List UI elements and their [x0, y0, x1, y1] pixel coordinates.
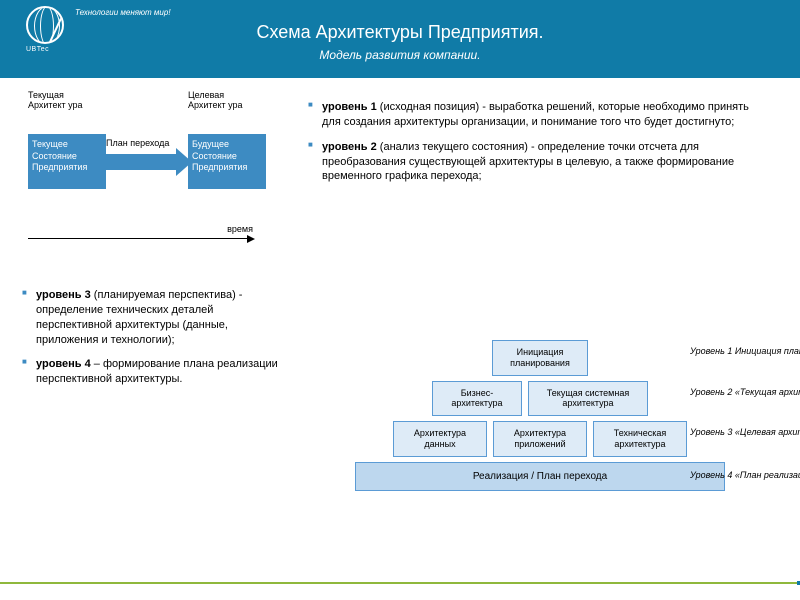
pyramid-row-2: Бизнес-архитектура Текущая системная арх…: [305, 381, 775, 417]
list-item: уровень 1 (исходная позиция) - выработка…: [322, 100, 763, 130]
current-arch-label: Текущая Архитект ура: [28, 90, 98, 110]
bullet-text: (исходная позиция) - выработка решений, …: [322, 101, 749, 128]
logo-text: UBTec: [26, 46, 76, 53]
bullet-bold: уровень 1: [322, 101, 377, 113]
footer-divider: [0, 582, 800, 584]
pyramid-row-label: Уровень 2 «Текущая архитектура»: [690, 387, 800, 397]
globe-icon: [26, 6, 64, 44]
pyramid-box: Техническая архитектура: [593, 421, 687, 457]
pyramid-floor: Реализация / План перехода: [355, 462, 725, 491]
time-label: время: [227, 224, 253, 234]
bullet-bold: уровень 3: [36, 289, 91, 301]
time-axis: время: [28, 238, 248, 260]
pyramid-diagram: Инициация планирования Уровень 1 Инициац…: [305, 340, 775, 496]
bullet-bold: уровень 2: [322, 141, 377, 153]
list-item: уровень 4 – формирование плана реализаци…: [36, 357, 284, 387]
bullet-text: (анализ текущего состояния) - определени…: [322, 141, 734, 183]
transition-arrow: План перехода: [106, 154, 176, 170]
page-subtitle: Модель развития компании.: [0, 48, 800, 62]
current-state-box: Текущее Состояние Предприятия: [28, 134, 106, 189]
logo-area: UBTec: [26, 6, 76, 66]
bullet-bold: уровень 4: [36, 358, 91, 370]
pyramid-box: Текущая системная архитектура: [528, 381, 648, 417]
pyramid-box: Инициация планирования: [492, 340, 588, 376]
pyramid-row-1: Инициация планирования Уровень 1 Инициац…: [305, 340, 775, 376]
pyramid-box: Архитектура данных: [393, 421, 487, 457]
pyramid-row-label: Уровень 4 «План реализации»: [690, 470, 800, 480]
list-item: уровень 2 (анализ текущего состояния) - …: [322, 140, 763, 185]
arrow-label: План перехода: [106, 138, 169, 148]
pyramid-box: Бизнес-архитектура: [432, 381, 522, 417]
tagline: Технологии меняют мир!: [75, 8, 171, 17]
transition-diagram: Текущая Архитект ура Целевая Архитект ур…: [28, 90, 298, 260]
bullets-left: уровень 3 (планируемая перспектива) - оп…: [22, 288, 284, 397]
header: UBTec Технологии меняют мир! Схема Архит…: [0, 0, 800, 78]
pyramid-row-3: Архитектура данных Архитектура приложени…: [305, 421, 775, 457]
list-item: уровень 3 (планируемая перспектива) - оп…: [36, 288, 284, 347]
bullets-right: уровень 1 (исходная позиция) - выработка…: [308, 100, 763, 194]
target-arch-label: Целевая Архитект ура: [188, 90, 258, 110]
pyramid-row-label: Уровень 3 «Целевая архитектура»: [690, 427, 800, 437]
pyramid-row-label: Уровень 1 Инициация планирования: [690, 346, 800, 356]
future-state-box: Будущее Состояние Предприятия: [188, 134, 266, 189]
pyramid-row-4: Реализация / План перехода Уровень 4 «Пл…: [305, 462, 775, 491]
pyramid-box: Архитектура приложений: [493, 421, 587, 457]
